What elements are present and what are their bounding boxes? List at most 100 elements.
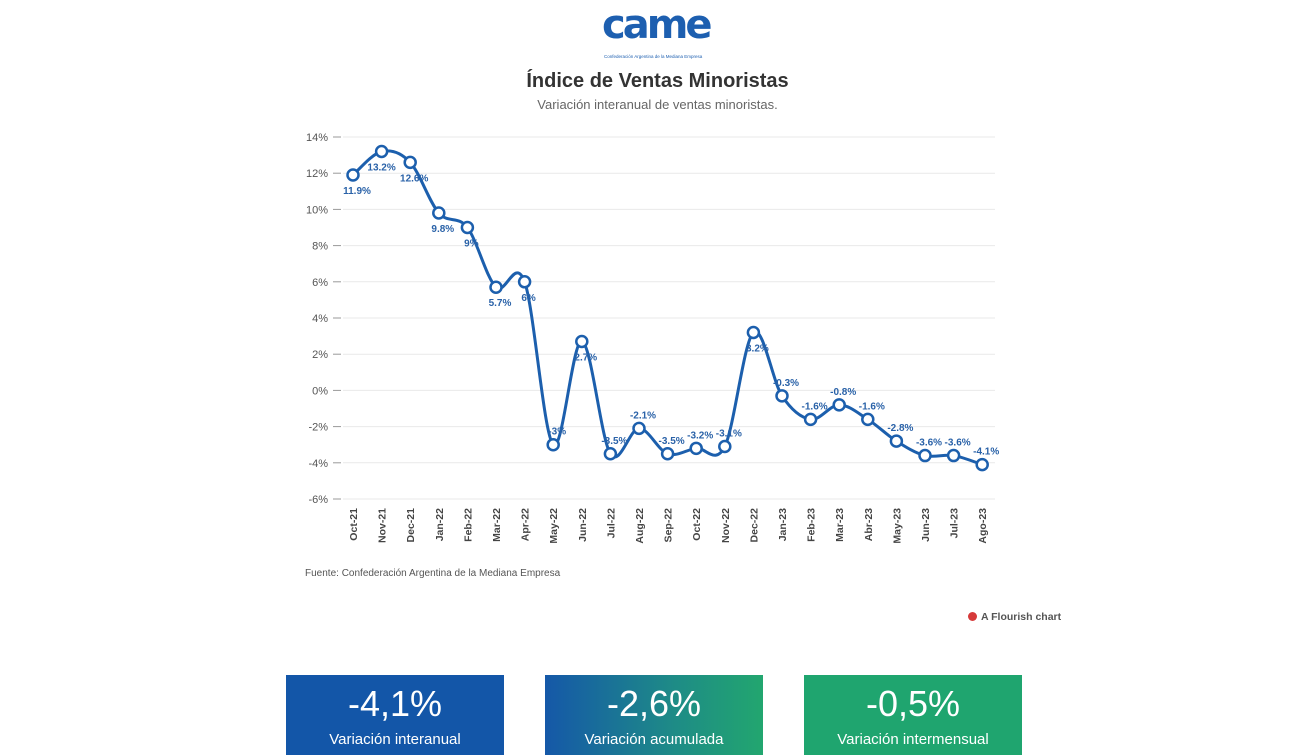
chart-title: Índice de Ventas Minoristas <box>526 70 789 92</box>
y-tick-label: 4% <box>312 313 328 325</box>
data-label: -3.6% <box>945 438 971 449</box>
x-tick-label: Dec-22 <box>748 508 760 543</box>
x-tick-label: Jul-23 <box>949 508 961 539</box>
data-point[interactable] <box>689 441 703 456</box>
y-tick-label: -4% <box>308 458 328 470</box>
card-label: Variación acumulada <box>584 731 724 748</box>
x-tick-label: Jun-23 <box>920 508 932 542</box>
data-label: -3.5% <box>659 436 685 447</box>
data-label: -2.8% <box>887 423 913 434</box>
card-label: Variación interanual <box>329 731 461 748</box>
logo-wordmark: came <box>602 2 713 48</box>
x-tick-label: Aug-22 <box>634 508 646 544</box>
x-tick-label: Jan-23 <box>777 508 789 541</box>
x-tick-label: Nov-22 <box>720 508 732 543</box>
data-label: -0.8% <box>830 387 856 398</box>
data-label: -3.2% <box>687 430 713 441</box>
x-tick-label: Abr-23 <box>863 508 875 541</box>
data-label: -1.6% <box>802 401 828 412</box>
y-tick-label: 0% <box>312 385 328 397</box>
labels-layer: 11.9%13.2%12.6%9.8%9%5.7% 6%-3%2.7%-3.5%-… <box>343 162 999 457</box>
data-label: -3.1% <box>716 429 742 440</box>
source-note: Fuente: Confederación Argentina de la Me… <box>305 568 561 579</box>
axis-layer: 14% 12% 10% 8% 6% 4% 2% 0% -2% -4% -6% Oct-21 Nov-21… <box>306 132 989 544</box>
data-point[interactable] <box>975 457 989 472</box>
card-acumulada: -2,6% Variación acumulada <box>545 675 763 755</box>
x-tick-label: May-23 <box>891 508 903 544</box>
card-value: -2,6% <box>606 683 702 724</box>
x-tick-label: Jul-22 <box>605 508 617 539</box>
data-point[interactable] <box>861 412 875 427</box>
data-point[interactable] <box>460 220 475 235</box>
flourish-label: A Flourish chart <box>981 611 1062 623</box>
data-label: 11.9% <box>343 186 371 197</box>
data-label: -2.1% <box>630 410 656 421</box>
y-tick-label: 6% <box>312 277 328 289</box>
data-point[interactable] <box>432 206 446 220</box>
data-label: 9.8% <box>431 224 454 235</box>
card-value: -4,1% <box>347 683 443 724</box>
data-point[interactable] <box>603 447 618 461</box>
data-label: 5.7% <box>489 298 512 309</box>
data-point[interactable] <box>832 398 846 412</box>
chart-subtitle: Variación interanual de ventas minorista… <box>537 97 778 112</box>
y-tick-label: -2% <box>308 422 328 434</box>
x-tick-label: Oct-21 <box>348 508 360 541</box>
data-point[interactable] <box>374 144 389 159</box>
data-label: 12.6% <box>400 173 428 184</box>
data-point[interactable] <box>775 389 789 403</box>
grid-layer <box>343 136 995 500</box>
x-tick-label: Feb-22 <box>462 508 474 542</box>
data-point[interactable] <box>918 448 932 463</box>
x-tick-label: Jun-22 <box>577 508 589 542</box>
data-label: 13.2% <box>367 162 395 173</box>
data-point[interactable] <box>632 421 646 436</box>
flourish-credit[interactable]: A Flourish chart <box>968 611 1061 623</box>
x-tick-label: Feb-23 <box>806 508 818 542</box>
data-label: -0.3% <box>773 378 799 389</box>
flourish-icon <box>968 612 977 621</box>
y-tick-label: 10% <box>306 204 328 216</box>
data-label: 6% <box>521 293 536 304</box>
card-value: -0,5% <box>865 683 961 724</box>
y-tick-label: 14% <box>306 132 328 144</box>
x-tick-label: Oct-22 <box>691 508 703 541</box>
x-tick-label: Ago-23 <box>977 508 989 544</box>
data-label: 9% <box>464 239 479 250</box>
x-tick-label: Apr-22 <box>520 508 532 541</box>
data-label: -4.1% <box>973 447 999 458</box>
data-point[interactable] <box>517 275 532 289</box>
data-point[interactable] <box>489 280 503 294</box>
y-tick-label: 8% <box>312 241 328 253</box>
data-point[interactable] <box>803 412 818 427</box>
y-tick-label: 12% <box>306 168 328 180</box>
data-label: -3% <box>548 427 566 438</box>
data-point[interactable] <box>346 168 360 182</box>
card-interanual: -4,1% Variación interanual <box>286 675 504 755</box>
data-point[interactable] <box>403 155 417 170</box>
data-point[interactable] <box>575 334 589 349</box>
series-line <box>351 149 984 467</box>
card-label: Variación intermensual <box>837 731 989 748</box>
data-label: -3.5% <box>601 436 627 447</box>
data-point[interactable] <box>889 434 904 448</box>
x-tick-label: Jan-22 <box>434 508 446 541</box>
x-tick-label: Mar-23 <box>834 508 846 542</box>
data-point[interactable] <box>746 325 761 340</box>
logo-subtext: Confederación Argentina de la Mediana Em… <box>604 54 703 59</box>
line-chart: 14% 12% 10% 8% 6% 4% 2% 0% -2% -4% -6% Oct-21 Nov-21… <box>306 132 999 544</box>
x-tick-label: Dec-21 <box>405 508 417 543</box>
points-layer <box>346 144 989 472</box>
data-point[interactable] <box>660 447 675 461</box>
data-point[interactable] <box>946 448 961 463</box>
card-intermensual: -0,5% Variación intermensual <box>804 675 1022 755</box>
data-point[interactable] <box>718 439 732 454</box>
data-label: 3.2% <box>746 343 769 354</box>
data-point[interactable] <box>546 437 560 452</box>
data-label: 2.7% <box>574 353 597 364</box>
y-tick-label: -6% <box>308 494 328 506</box>
x-tick-label: May-22 <box>548 508 560 544</box>
data-label: -3.6% <box>916 438 942 449</box>
x-tick-label: Nov-21 <box>377 508 389 543</box>
y-tick-label: 2% <box>312 349 328 361</box>
